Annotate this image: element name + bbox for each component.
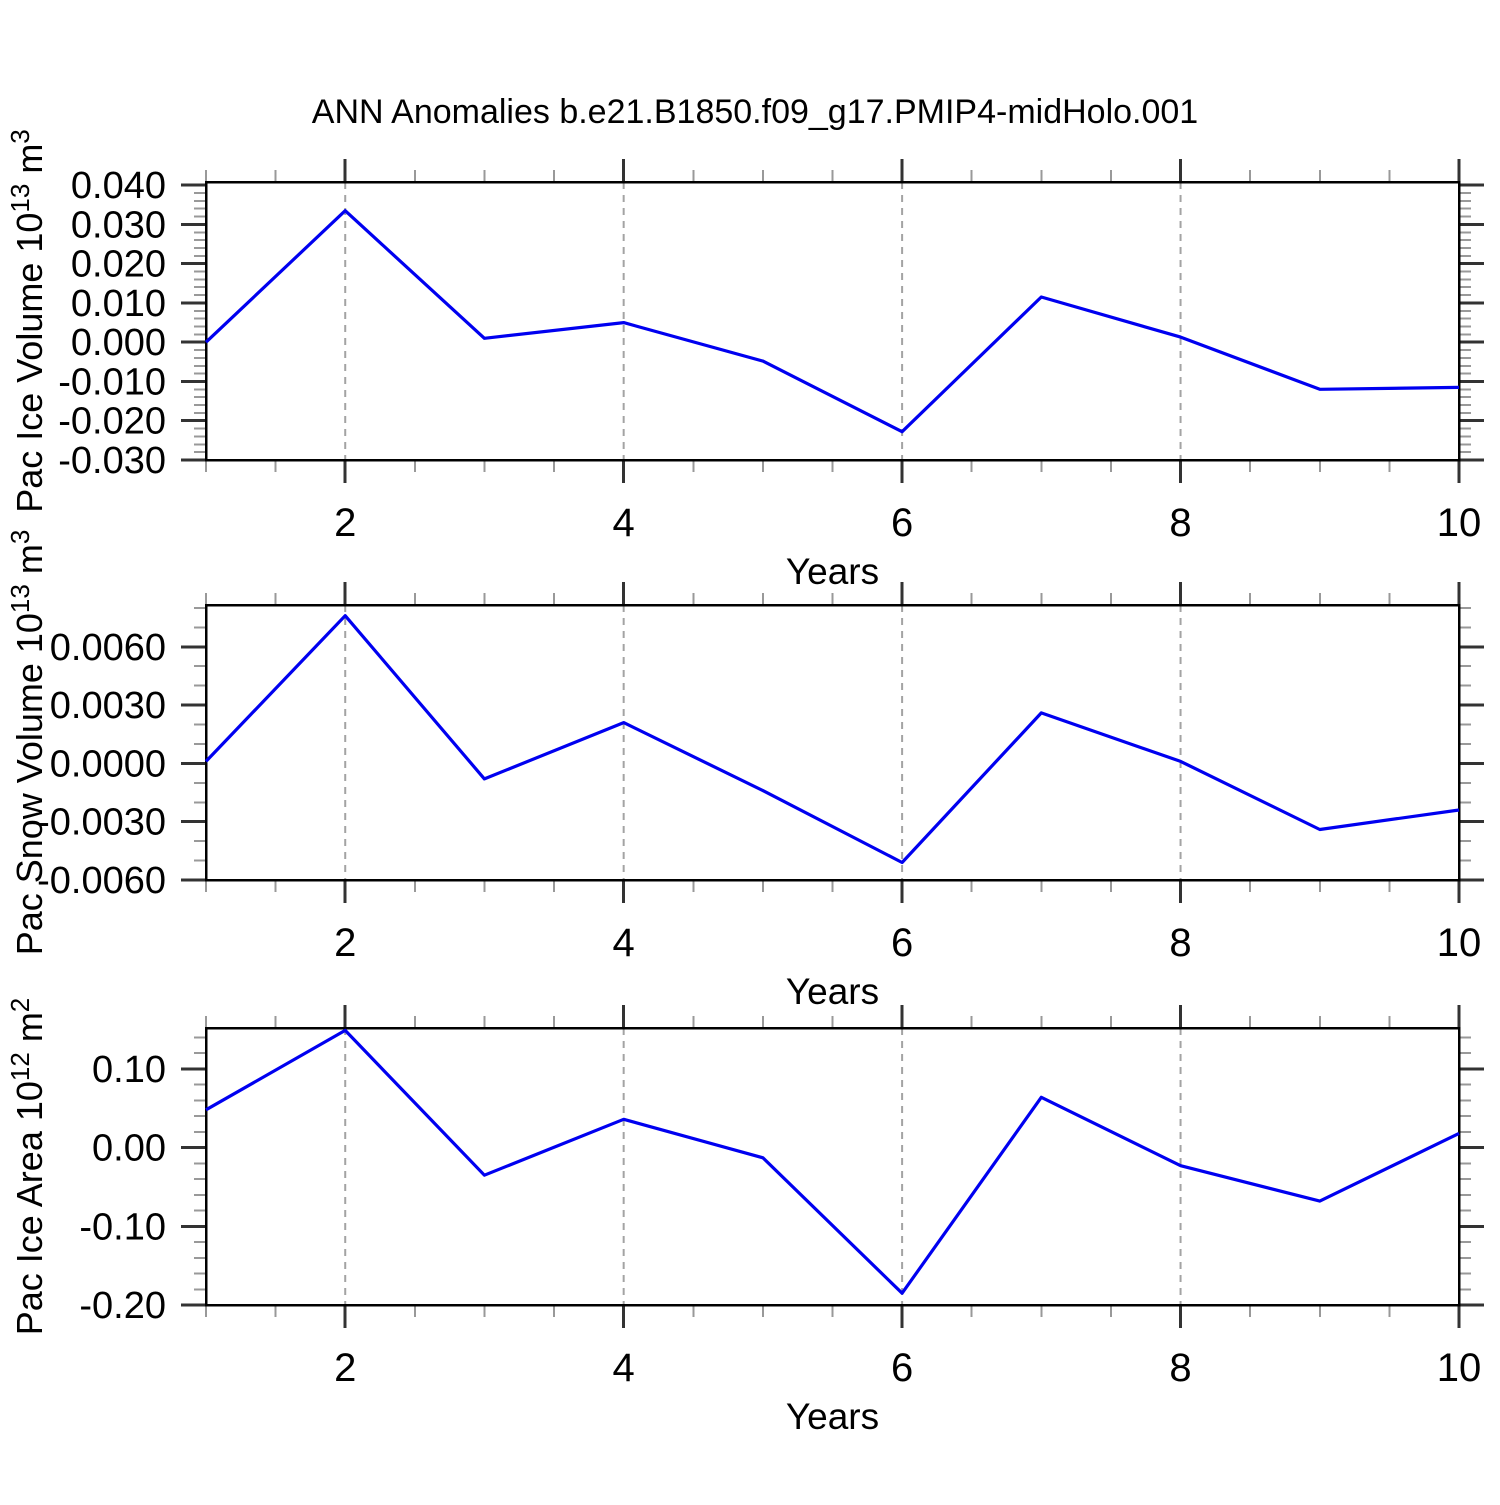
x-ticks	[205, 159, 1461, 483]
y-minor-ticks	[194, 191, 1471, 454]
y-tick-label: 0.040	[71, 165, 166, 207]
x-tick-label: 6	[891, 1346, 913, 1390]
y-major-ticks	[181, 645, 1484, 882]
y-tick-label: 0.10	[92, 1049, 166, 1091]
series-line-pac-ice-area	[205, 1028, 1460, 1295]
x-tick-labels: 2 4 6 8 10	[334, 501, 1481, 545]
y-tick-label: 0.0030	[50, 685, 166, 727]
x-tick-label: 6	[891, 921, 913, 965]
x-tick-label: 10	[1437, 921, 1482, 965]
y-tick-label: -0.10	[79, 1206, 166, 1248]
x-tick-label: 4	[613, 501, 635, 545]
y-tick-label: 0.0000	[50, 743, 166, 785]
y-tick-label: -0.030	[58, 440, 166, 482]
x-tick-label: 10	[1437, 1346, 1482, 1390]
x-tick-label: 2	[334, 501, 356, 545]
y-tick-label: -0.20	[79, 1285, 166, 1327]
y-tick-label: -0.0060	[37, 860, 166, 902]
chart-pac-ice-volume: 0.0400.0300.0200.0100.000-0.010-0.020-0.…	[5, 129, 1484, 592]
gridlines	[344, 182, 1182, 460]
y-tick-labels: 0.0060 0.0030 0.0000 -0.0030 -0.0060	[37, 627, 166, 902]
gridlines	[344, 1028, 1182, 1305]
plot-frame	[204, 603, 1461, 882]
figure-title: ANN Anomalies b.e21.B1850.f09_g17.PMIP4-…	[311, 93, 1199, 131]
x-axis-title: Years	[786, 551, 879, 592]
y-major-ticks	[181, 1067, 1484, 1307]
y-tick-label: -0.0030	[37, 802, 166, 844]
y-axis-title: Pac Ice Volume 1013 m3	[5, 129, 50, 513]
x-ticks	[205, 1005, 1461, 1328]
y-tick-label: 0.000	[71, 322, 166, 364]
x-tick-labels: 2 4 6 8 10	[334, 1346, 1481, 1390]
y-tick-label: 0.010	[71, 283, 166, 325]
chart-pac-ice-area: 0.10 0.00 -0.10 -0.20 2 4 6 8 10 Years Pac Ice Are…	[5, 998, 1484, 1437]
y-minor-ticks	[194, 1036, 1471, 1291]
gridlines	[344, 605, 1182, 880]
series-line-pac-snow-volume	[204, 614, 1460, 865]
x-tick-label: 8	[1169, 501, 1191, 545]
y-axis-title: Pac Ice Area 1012 m2	[5, 998, 50, 1336]
x-tick-label: 8	[1169, 1346, 1191, 1390]
x-axis-title: Years	[786, 1396, 879, 1437]
x-tick-label: 10	[1437, 501, 1482, 545]
y-tick-label: 0.0060	[50, 627, 166, 669]
y-tick-label: -0.010	[58, 361, 166, 403]
x-ticks	[205, 582, 1461, 903]
plot-frame	[204, 1026, 1461, 1307]
x-tick-label: 8	[1169, 921, 1191, 965]
chart-pac-snow-volume: 0.0060 0.0030 0.0000 -0.0030 -0.0060 2 4 6 8 10 Ye…	[5, 530, 1484, 1012]
x-tick-label: 2	[334, 1346, 356, 1390]
y-tick-labels: 0.0400.0300.0200.0100.000-0.010-0.020-0.…	[58, 165, 166, 482]
y-tick-label: 0.00	[92, 1128, 166, 1170]
x-tick-label: 6	[891, 501, 913, 545]
y-tick-label: -0.020	[58, 401, 166, 443]
x-tick-labels: 2 4 6 8 10	[334, 921, 1481, 965]
x-tick-label: 4	[613, 921, 635, 965]
x-axis-title: Years	[786, 971, 879, 1012]
y-tick-label: 0.020	[71, 244, 166, 286]
plot-frame	[204, 180, 1461, 462]
y-tick-label: 0.030	[71, 204, 166, 246]
x-tick-label: 2	[334, 921, 356, 965]
y-axis-title: Pac Snow Volume 1013 m3	[5, 530, 50, 956]
y-major-ticks	[181, 183, 1484, 462]
series-line-pac-ice-volume	[204, 209, 1460, 434]
x-tick-label: 4	[613, 1346, 635, 1390]
y-minor-ticks	[194, 606, 1471, 862]
y-tick-labels: 0.10 0.00 -0.10 -0.20	[79, 1049, 166, 1327]
